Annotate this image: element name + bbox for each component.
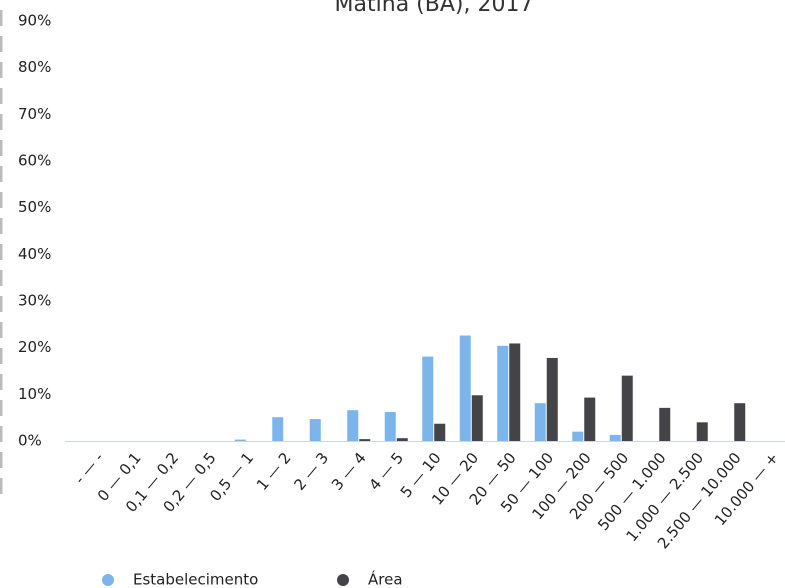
y-tick-label: 90% bbox=[18, 12, 51, 30]
x-tick-label: 1 — 2 bbox=[253, 449, 295, 494]
bar bbox=[272, 417, 284, 441]
bar bbox=[359, 439, 371, 441]
y-tick-label: 30% bbox=[18, 292, 51, 310]
bar bbox=[309, 419, 321, 441]
bar bbox=[471, 395, 483, 441]
bar bbox=[384, 412, 396, 441]
legend-marker bbox=[337, 574, 349, 586]
bar bbox=[584, 397, 596, 441]
bar bbox=[234, 439, 246, 441]
y-tick-label: 70% bbox=[18, 105, 51, 123]
bar bbox=[347, 410, 359, 441]
bar bbox=[734, 403, 746, 441]
bar bbox=[659, 407, 671, 441]
legend-label: Área bbox=[368, 570, 403, 588]
chart-title: Matina (BA), 2017 bbox=[335, 0, 534, 17]
bar bbox=[422, 356, 434, 441]
bar bbox=[621, 375, 633, 441]
y-tick-label: 80% bbox=[18, 58, 51, 76]
y-tick-label: 0% bbox=[18, 432, 42, 450]
bar bbox=[396, 438, 408, 441]
bar bbox=[609, 434, 621, 441]
bar bbox=[434, 423, 446, 441]
y-tick-label: 20% bbox=[18, 338, 51, 356]
bar bbox=[459, 335, 471, 441]
legend-label: Estabelecimento bbox=[133, 571, 258, 588]
bar bbox=[546, 357, 558, 441]
bar bbox=[509, 343, 521, 441]
legend-marker bbox=[102, 574, 114, 586]
y-tick-label: 40% bbox=[18, 245, 51, 263]
x-tick-label: 2 — 3 bbox=[290, 449, 332, 494]
x-tick-label: - — - bbox=[71, 449, 108, 488]
y-tick-label: 50% bbox=[18, 198, 51, 216]
bar bbox=[534, 403, 546, 441]
x-tick-label: 3 — 4 bbox=[328, 449, 370, 494]
bar bbox=[696, 422, 708, 441]
bar bbox=[572, 431, 584, 441]
y-tick-label: 60% bbox=[18, 152, 51, 170]
y-tick-label: 10% bbox=[18, 385, 51, 403]
bar bbox=[497, 345, 509, 441]
